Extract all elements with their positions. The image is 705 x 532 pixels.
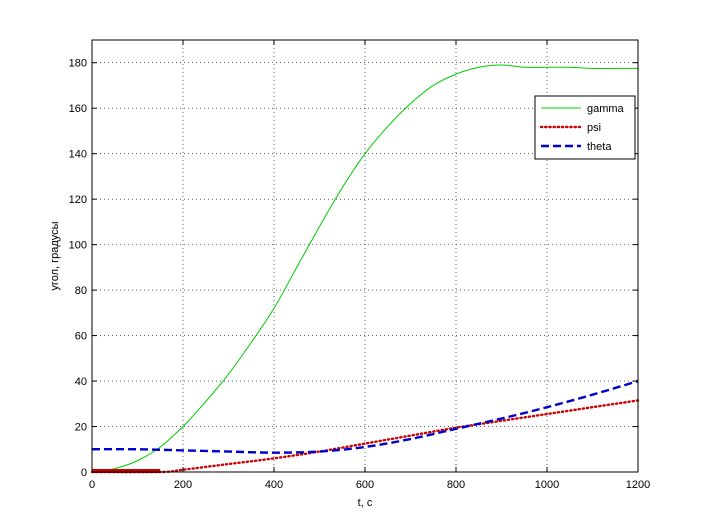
tick-labels: 0 200 400 600 800 1000 1200 0 20 40 60 80 100 120 140 1… — [69, 58, 651, 491]
y-tick-label-5: 100 — [69, 240, 87, 252]
x-tick-label-2: 400 — [265, 479, 283, 491]
x-tick-label-3: 600 — [356, 479, 374, 491]
y-tick-label-3: 60 — [75, 331, 87, 343]
y-tick-label-8: 160 — [69, 103, 87, 115]
y-axis-label: угол, градусы — [49, 221, 61, 290]
legend: gamma psi theta — [534, 95, 636, 160]
x-tick-label-0: 0 — [89, 479, 95, 491]
legend-label-theta: theta — [587, 141, 612, 153]
y-tick-label-2: 40 — [75, 376, 87, 388]
y-tick-label-0: 0 — [81, 467, 87, 479]
ticks — [91, 40, 639, 473]
series-theta-line — [91, 379, 639, 454]
x-tick-label-5: 1000 — [535, 479, 559, 491]
legend-label-gamma: gamma — [587, 103, 625, 115]
y-tick-label-7: 140 — [69, 149, 87, 161]
series-gamma-line — [91, 64, 638, 473]
y-tick-label-6: 120 — [69, 194, 87, 206]
x-tick-label-4: 800 — [447, 479, 465, 491]
legend-label-psi: psi — [587, 122, 601, 134]
y-tick-label-1: 20 — [75, 422, 87, 434]
x-tick-label-6: 1200 — [626, 479, 650, 491]
x-axis-label: t, c — [358, 497, 373, 509]
x-tick-label-1: 200 — [174, 479, 192, 491]
y-tick-label-4: 80 — [75, 285, 87, 297]
y-tick-label-9: 180 — [69, 58, 87, 70]
